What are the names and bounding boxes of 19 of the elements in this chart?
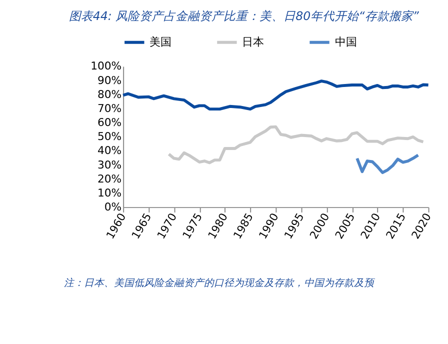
legend-label: 美国 — [150, 35, 172, 48]
y-tick-label: 60% — [98, 116, 122, 130]
chart-title: 图表44: 风险资产占金融资产比重：美、日80年代开始“存款搬家” — [68, 8, 420, 23]
y-tick-label: 90% — [98, 74, 122, 87]
y-tick-label: 10% — [98, 186, 122, 200]
y-tick-label: 80% — [98, 88, 122, 101]
line-series — [167, 125, 425, 164]
y-tick-label: 0% — [104, 200, 122, 214]
legend-label: 中国 — [334, 35, 357, 48]
text: 注：日本、美国低风险金融资产的口径为现金及存款，中国为存款及预 — [64, 276, 376, 289]
line-series — [356, 154, 420, 174]
y-tick-label: 40% — [98, 144, 122, 158]
y-tick-label: 70% — [98, 102, 122, 115]
y-tick-label: 100% — [90, 60, 122, 73]
line-series — [122, 80, 430, 111]
legend-label: 日本 — [242, 35, 264, 48]
y-tick-label: 20% — [98, 172, 122, 186]
y-tick-label: 30% — [98, 158, 122, 172]
y-tick-label: 50% — [98, 130, 122, 144]
